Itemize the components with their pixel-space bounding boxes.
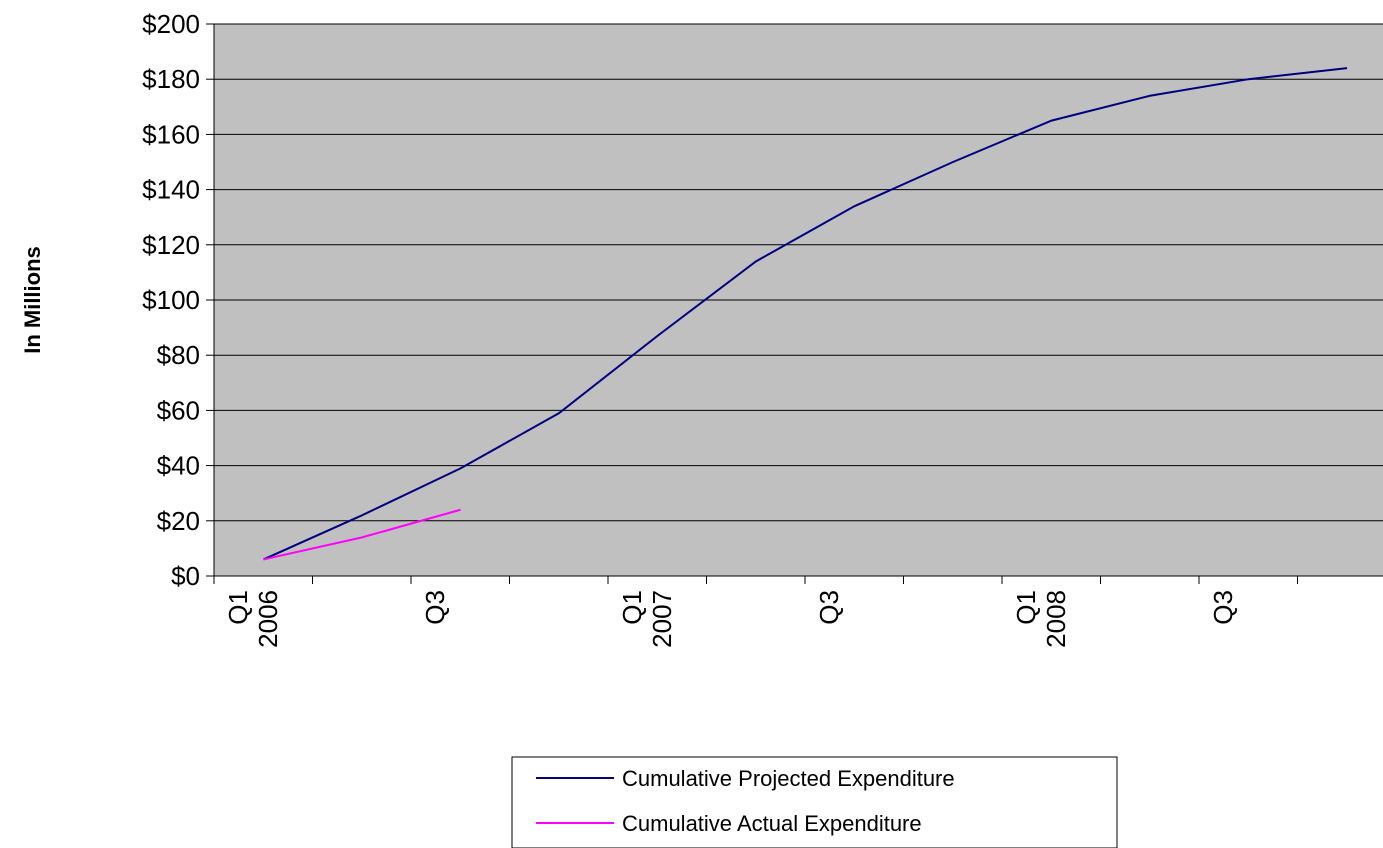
x-tick-label: Q3 <box>420 590 450 625</box>
y-tick-label: $20 <box>157 506 200 536</box>
y-tick-label: $160 <box>142 119 200 149</box>
x-axis-ticks: Q1 2006 Q3 Q1 2007 Q3 Q1 2008 Q3 <box>213 576 1298 648</box>
legend-box <box>511 756 1118 848</box>
x-tick-label: 2007 <box>647 590 677 648</box>
x-tick-label: Q1 <box>617 590 647 625</box>
y-tick-label: $120 <box>142 230 200 260</box>
y-axis-title: In Millions <box>20 246 45 354</box>
y-axis-ticks: $0 $20 $40 $60 $80 $100 $120 $140 $160 $180 $200 <box>142 9 214 591</box>
y-tick-label: $40 <box>157 451 200 481</box>
legend: Cumulative Projected Expenditure Cumulati… <box>511 756 1118 848</box>
x-tick-label: Q1 <box>1011 590 1041 625</box>
x-tick-label: Q3 <box>814 590 844 625</box>
x-tick-label: Q1 <box>223 590 253 625</box>
legend-label: Cumulative Actual Expenditure <box>622 811 922 836</box>
y-tick-label: $180 <box>142 64 200 94</box>
series-line-actual <box>263 508 461 561</box>
y-tick-label: $200 <box>142 9 200 39</box>
y-tick-label: $60 <box>157 395 200 425</box>
gridlines <box>214 23 1383 522</box>
y-tick-label: $100 <box>142 285 200 315</box>
y-tick-label: $0 <box>171 561 200 591</box>
series-lines <box>263 67 1348 561</box>
y-tick-label: $140 <box>142 175 200 205</box>
y-tick-label: $80 <box>157 340 200 370</box>
x-tick-label: 2008 <box>1041 590 1071 648</box>
series-line-projected <box>263 67 1348 561</box>
x-tick-label: Q3 <box>1208 590 1238 625</box>
x-tick-label: 2006 <box>253 590 283 648</box>
legend-label: Cumulative Projected Expenditure <box>622 766 955 791</box>
